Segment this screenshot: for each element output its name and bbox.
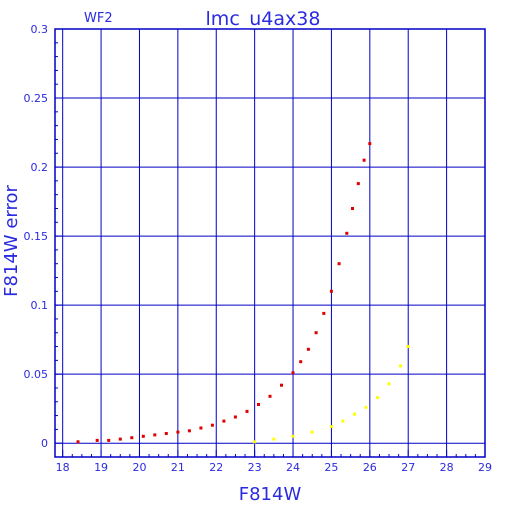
data-point bbox=[253, 440, 257, 444]
y-tick-label: 0 bbox=[41, 437, 48, 450]
data-point bbox=[362, 158, 366, 162]
y-tick-label: 0.3 bbox=[31, 23, 49, 36]
data-point bbox=[364, 405, 368, 409]
y-tick-label: 0.1 bbox=[31, 299, 49, 312]
data-point bbox=[368, 142, 372, 146]
data-point bbox=[291, 371, 295, 375]
plot-frame bbox=[54, 28, 486, 458]
chart-title: lmc_u4ax38 bbox=[206, 8, 321, 30]
data-point bbox=[199, 426, 203, 430]
y-tick-label: 0.05 bbox=[24, 368, 49, 381]
data-point bbox=[76, 440, 80, 444]
data-point bbox=[387, 382, 391, 386]
x-tick-label: 26 bbox=[363, 461, 377, 474]
data-point bbox=[376, 396, 379, 400]
data-point bbox=[272, 437, 276, 441]
data-point bbox=[353, 412, 356, 416]
data-point bbox=[118, 437, 122, 441]
data-point bbox=[280, 383, 283, 387]
data-point bbox=[406, 345, 410, 348]
data-point bbox=[95, 438, 99, 442]
data-point bbox=[187, 429, 191, 433]
data-point bbox=[245, 409, 249, 413]
data-point bbox=[351, 207, 354, 210]
data-point bbox=[306, 347, 310, 351]
y-tick-labels: 0 0.05 0.1 0.15 0.2 0.25 0.3 bbox=[24, 23, 49, 450]
data-point bbox=[399, 364, 402, 368]
data-point bbox=[299, 360, 303, 364]
data-point bbox=[329, 289, 333, 293]
data-point bbox=[141, 434, 145, 438]
data-point bbox=[257, 403, 260, 406]
y-tick-label: 0.2 bbox=[31, 161, 49, 174]
data-point bbox=[130, 436, 134, 440]
x-tick-label: 23 bbox=[248, 461, 262, 474]
x-tick-label: 25 bbox=[324, 461, 338, 474]
data-point bbox=[291, 434, 295, 438]
x-tick-label: 18 bbox=[56, 461, 70, 474]
x-tick-label: 24 bbox=[286, 461, 300, 474]
data-point bbox=[268, 394, 272, 398]
data-point bbox=[210, 423, 214, 427]
x-tick-label: 27 bbox=[401, 461, 415, 474]
data-point bbox=[176, 430, 180, 434]
data-point bbox=[153, 433, 157, 437]
data-point bbox=[107, 438, 111, 442]
data-point bbox=[329, 425, 333, 429]
data-point bbox=[222, 419, 226, 423]
data-point bbox=[233, 415, 237, 419]
scatter-points bbox=[76, 142, 410, 444]
y-axis-label: F814W error bbox=[1, 185, 22, 297]
x-tick-label: 21 bbox=[171, 461, 185, 474]
chart-subtitle: WF2 bbox=[84, 11, 113, 26]
data-point bbox=[345, 231, 349, 235]
y-tick-label: 0.15 bbox=[24, 230, 49, 243]
x-tick-label: 19 bbox=[94, 461, 108, 474]
y-tick-label: 0.25 bbox=[24, 92, 49, 105]
data-point bbox=[341, 419, 345, 423]
x-tick-label: 29 bbox=[478, 461, 492, 474]
x-tick-labels: 18 19 20 21 22 23 24 25 26 27 28 29 bbox=[56, 461, 492, 474]
data-point bbox=[164, 432, 168, 435]
data-point bbox=[356, 182, 360, 186]
x-axis-label: F814W bbox=[239, 484, 302, 505]
axis-ticks bbox=[55, 28, 486, 457]
data-point bbox=[322, 311, 326, 315]
data-point bbox=[310, 430, 314, 434]
data-point bbox=[337, 262, 341, 266]
grid-lines bbox=[55, 29, 485, 457]
data-point bbox=[314, 331, 318, 335]
x-tick-label: 22 bbox=[209, 461, 223, 474]
x-tick-label: 20 bbox=[132, 461, 146, 474]
x-tick-label: 28 bbox=[440, 461, 454, 474]
